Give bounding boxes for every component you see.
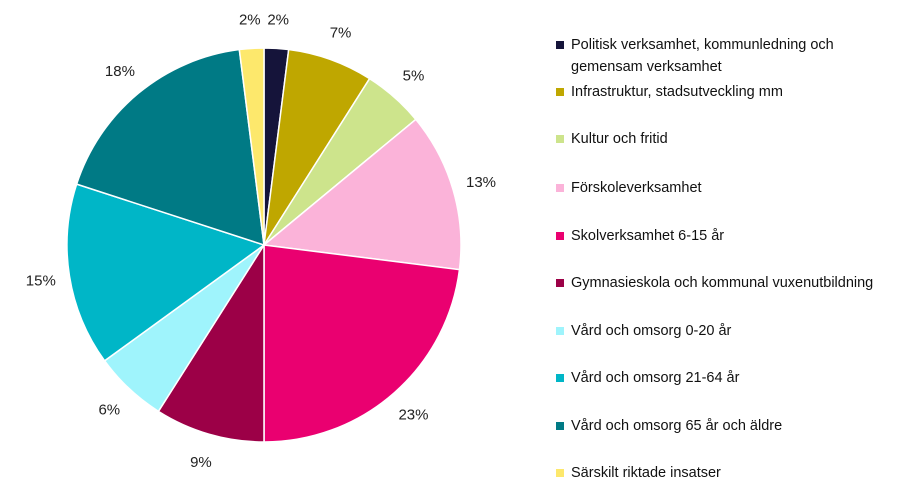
legend-swatch — [556, 469, 564, 477]
pie-slice — [66, 183, 266, 362]
legend-item: Särskilt riktade insatser — [556, 462, 721, 484]
legend-label: Vård och omsorg 0-20 år — [571, 323, 732, 339]
data-label: 5% — [403, 67, 425, 84]
legend-swatch — [556, 279, 564, 287]
legend-label: Vård och omsorg 21-64 år — [571, 370, 740, 386]
legend-label: Kultur och fritid — [571, 131, 668, 147]
legend-swatch — [556, 41, 564, 49]
pie-slice — [75, 48, 265, 247]
legend-item: Skolverksamhet 6-15 år — [556, 225, 724, 247]
legend-swatch — [556, 88, 564, 96]
legend-swatch — [556, 232, 564, 240]
pie-slice — [238, 47, 265, 246]
data-label: 2% — [267, 11, 289, 28]
legend-label: Skolverksamhet 6-15 år — [571, 228, 725, 244]
legend-swatch — [556, 184, 564, 192]
legend-label: Förskoleverksamhet — [571, 180, 702, 196]
legend-label: Gymnasieskola och kommunal vuxenutbildni… — [571, 275, 874, 291]
data-label: 7% — [330, 24, 352, 41]
legend-item: Infrastruktur, stadsutveckling mm — [556, 81, 783, 103]
data-label: 18% — [105, 63, 135, 80]
data-label: 13% — [466, 174, 496, 191]
legend-swatch — [556, 374, 564, 382]
data-label: 23% — [398, 407, 428, 424]
pie-slice — [263, 244, 461, 443]
data-label: 6% — [98, 402, 120, 419]
legend-swatch — [556, 135, 564, 143]
legend-label: Infrastruktur, stadsutveckling mm — [571, 84, 783, 100]
legend-item: Vård och omsorg 65 år och äldre — [556, 415, 782, 437]
legend-label: Politisk verksamhet, kommunledning och g… — [571, 37, 834, 75]
legend-item: Vård och omsorg 0-20 år — [556, 320, 731, 342]
pie-slice — [157, 242, 265, 443]
legend-swatch — [556, 327, 564, 335]
data-label: 15% — [26, 272, 56, 289]
legend-label: Särskilt riktade insatser — [571, 465, 721, 481]
legend-swatch — [556, 422, 564, 430]
legend-item: Förskoleverksamhet — [556, 177, 702, 199]
legend-item: Kultur och fritid — [556, 128, 668, 150]
data-label: 9% — [190, 454, 212, 471]
data-label: 2% — [239, 11, 261, 28]
legend-item: Gymnasieskola och kommunal vuxenutbildni… — [556, 272, 873, 294]
legend-label: Vård och omsorg 65 år och äldre — [571, 418, 783, 434]
legend-item: Vård och omsorg 21-64 år — [556, 367, 739, 389]
pie-slice — [262, 118, 462, 271]
legend-item: Politisk verksamhet, kommunledning och g… — [556, 34, 896, 78]
